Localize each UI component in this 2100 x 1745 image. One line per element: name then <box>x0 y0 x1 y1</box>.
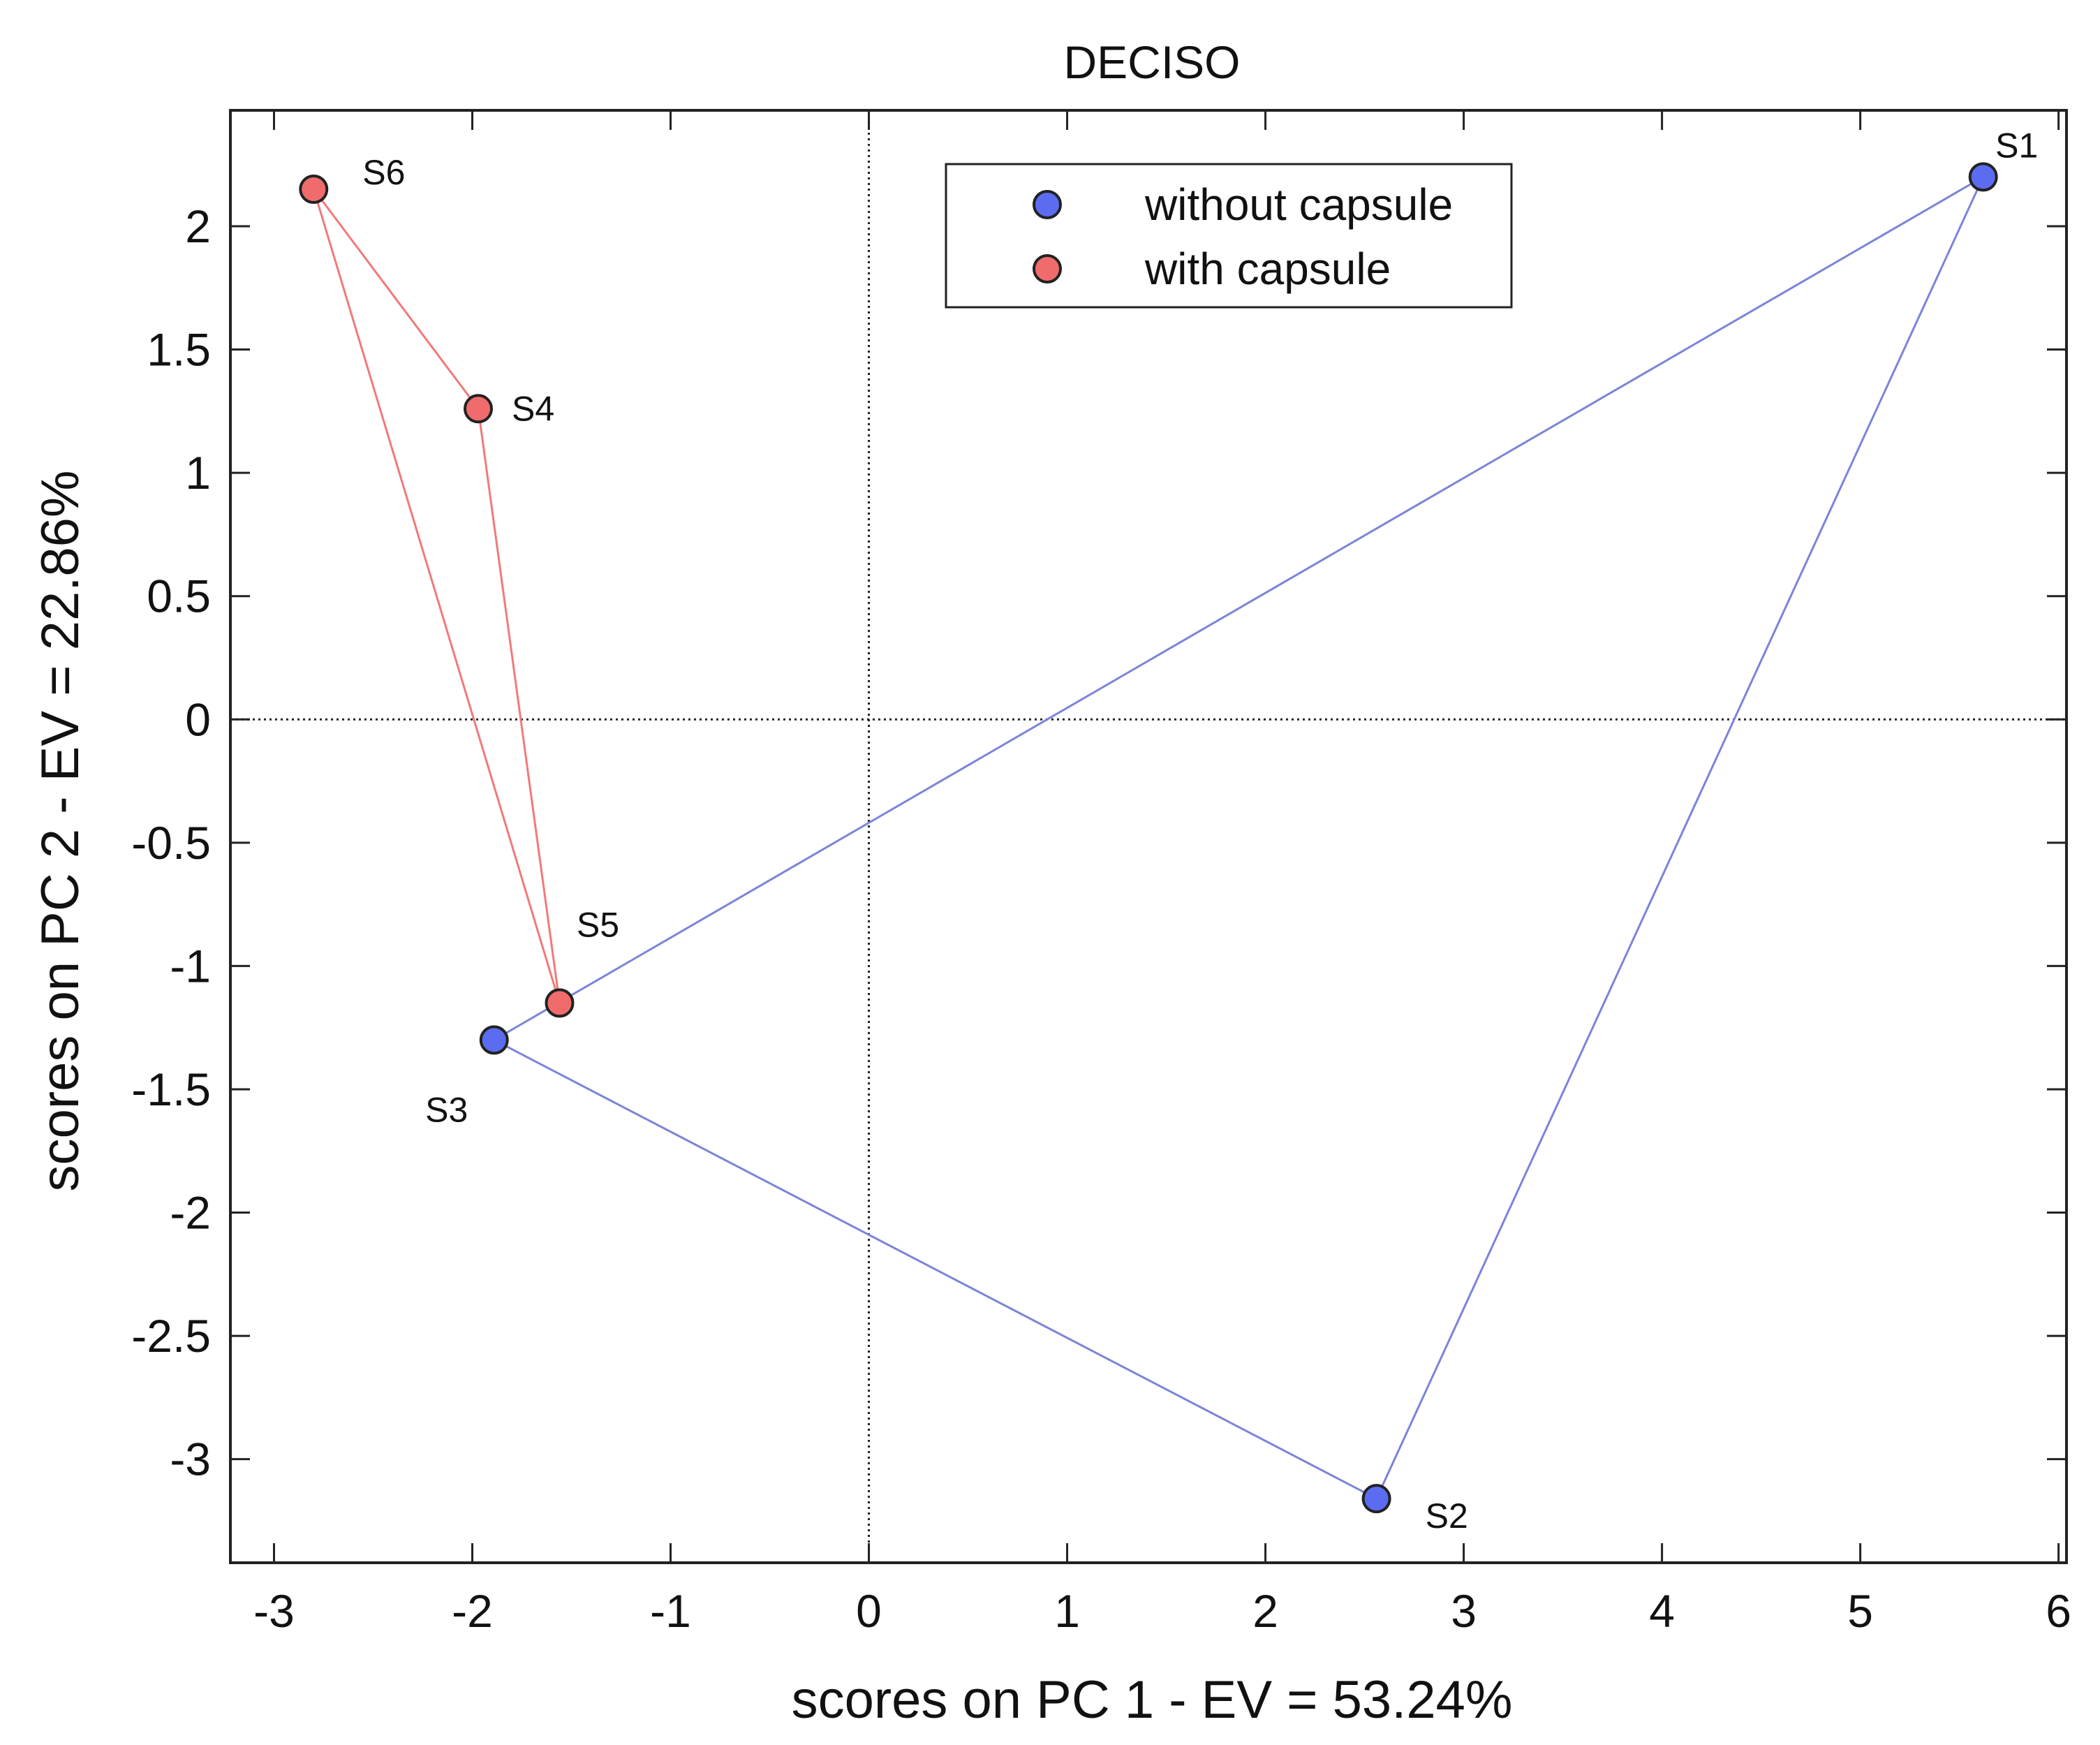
legend-marker-without-capsule <box>1033 190 1062 219</box>
y-tick-label: 1 <box>185 447 211 499</box>
point-label-s5: S5 <box>577 905 619 944</box>
legend-label-with-capsule: with capsule <box>1144 244 1391 294</box>
y-tick-label: -2.5 <box>131 1310 211 1362</box>
data-point-s3 <box>479 1025 509 1055</box>
y-tick-label: -2 <box>170 1187 211 1239</box>
y-axis-label: scores on PC 2 - EV = 22.86% <box>31 471 90 1192</box>
legend-box <box>945 163 1513 309</box>
data-point-s2 <box>1361 1484 1391 1514</box>
y-tick-label: -1.5 <box>131 1063 211 1115</box>
x-tick-label: -2 <box>452 1585 493 1637</box>
y-tick-label: 2 <box>185 200 211 252</box>
y-tick-label: 0.5 <box>147 570 211 622</box>
data-point-s1 <box>1968 162 1998 192</box>
x-tick-label: 5 <box>1847 1585 1873 1637</box>
chart-title: DECISO <box>1063 36 1240 88</box>
x-tick-label: -1 <box>650 1585 691 1637</box>
y-tick-label: -0.5 <box>131 817 211 869</box>
plot-border <box>229 109 2068 1564</box>
legend-marker-with-capsule <box>1033 254 1062 284</box>
point-label-s6: S6 <box>362 153 405 192</box>
y-tick-label: -1 <box>170 940 211 992</box>
x-tick-label: 6 <box>2046 1585 2071 1637</box>
y-tick-label: -3 <box>170 1434 211 1485</box>
y-tick-label: 0 <box>185 693 211 745</box>
data-point-s4 <box>464 394 494 424</box>
legend-label-without-capsule: without capsule <box>1144 179 1453 230</box>
x-tick-label: 4 <box>1649 1585 1675 1637</box>
x-axis-label: scores on PC 1 - EV = 53.24% <box>792 1670 1513 1730</box>
point-label-s1: S1 <box>1995 126 2038 165</box>
legend: without capsule with capsule <box>945 163 1513 309</box>
x-tick-label: 0 <box>856 1585 882 1637</box>
x-tick-label: 1 <box>1054 1585 1080 1637</box>
point-label-s2: S2 <box>1426 1496 1468 1536</box>
plot-area: -3 -2 -1 0 1 2 3 4 5 6 -3 -2.5 -2 -1.5 -1 -0.5 0 0.5 1 1.5 2… <box>131 109 2071 1637</box>
data-point-s6 <box>299 175 329 205</box>
data-point-s5 <box>545 988 575 1018</box>
point-label-s3: S3 <box>425 1090 468 1129</box>
series-outline-without-capsule <box>491 174 1986 1501</box>
x-tick-label: 3 <box>1451 1585 1477 1637</box>
x-tick-label: 2 <box>1252 1585 1278 1637</box>
series-outline-with-capsule <box>312 189 561 1003</box>
x-tick-label: -3 <box>253 1585 295 1637</box>
y-tick-label: 1.5 <box>147 324 211 376</box>
point-label-s4: S4 <box>512 389 554 428</box>
